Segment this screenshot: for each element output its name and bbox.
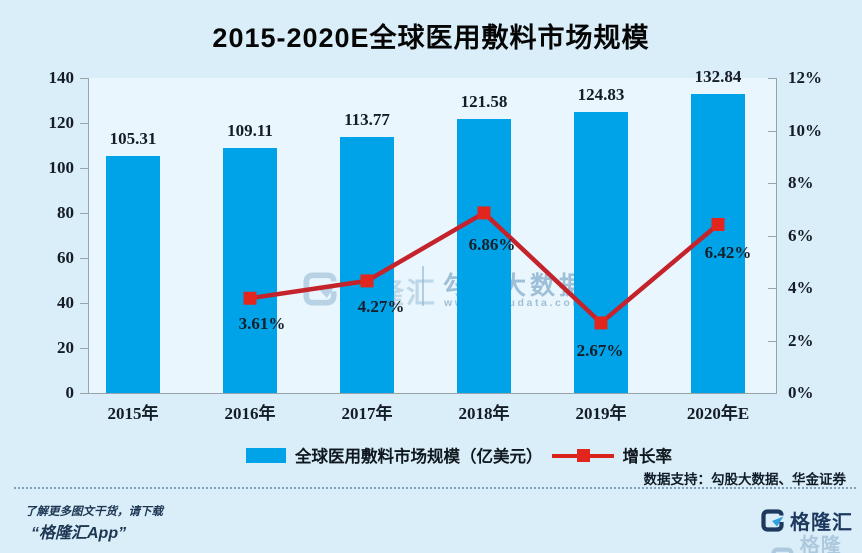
- y-axis-left-tick: [80, 123, 88, 124]
- bar-2015年: [106, 156, 160, 393]
- growth-rate-line: [243, 206, 725, 330]
- growth-marker: [711, 217, 725, 231]
- y-axis-right-label: 6%: [788, 225, 814, 245]
- y-axis-right-label: 8%: [788, 173, 814, 192]
- x-axis-label-2015年: 2015年: [107, 404, 159, 423]
- data-source-note: 数据支持：勾股大数据、华金证券: [643, 472, 847, 487]
- y-axis-left-tick: [80, 258, 88, 259]
- legend-square-marker-icon: [576, 448, 590, 462]
- y-axis-right-label: 0%: [788, 383, 814, 402]
- y-axis-right: [776, 78, 777, 393]
- growth-value-label: 4.27%: [357, 296, 405, 316]
- bar-value-label: 109.11: [227, 120, 273, 140]
- growth-marker: [594, 316, 608, 330]
- y-axis-left-tick: [80, 303, 88, 304]
- growth-marker: [243, 291, 257, 305]
- y-axis-left-label: 40: [57, 293, 74, 312]
- legend-line-label: 增长率: [622, 448, 673, 466]
- y-axis-right-tick: [768, 340, 776, 342]
- y-axis-left: [88, 78, 89, 393]
- y-axis-right-tick: [768, 130, 776, 132]
- legend-bar-label: 全球医用敷料市场规模（亿美元）: [295, 448, 543, 466]
- y-axis-right-tick: [768, 288, 776, 289]
- y-axis-left-label: 140: [48, 68, 75, 87]
- legend-bar-swatch: [246, 447, 286, 463]
- legend-line-marker: [551, 448, 614, 463]
- growth-value-label: 6.86%: [468, 234, 516, 254]
- y-axis-left-label: 80: [57, 203, 74, 222]
- y-axis-left-label: 0: [65, 383, 75, 402]
- bar-value-label: 105.31: [109, 129, 157, 149]
- bar-value-label: 113.77: [344, 110, 390, 130]
- y-axis-right-tick: [768, 393, 776, 394]
- growth-value-label: 2.67%: [576, 340, 624, 360]
- y-axis-left-label: 120: [48, 113, 75, 132]
- chart-legend: 全球医用敷料市场规模（亿美元） 增长率: [0, 443, 862, 467]
- y-axis-right-label: 12%: [788, 68, 822, 87]
- bar-value-label: 124.83: [577, 85, 625, 105]
- plot-area: [88, 78, 776, 393]
- y-axis-left-tick: [80, 393, 88, 394]
- bar-2019年: [574, 112, 628, 393]
- growth-line-path: [249, 210, 720, 326]
- growth-value-label: 3.61%: [238, 314, 286, 334]
- y-axis-left-label: 20: [57, 338, 74, 357]
- gelonghui-logo-text: 格隆汇: [790, 512, 853, 534]
- bar-2016年: [223, 147, 277, 393]
- x-axis-label-2017年: 2017年: [341, 404, 393, 423]
- x-axis-baseline: [88, 393, 777, 394]
- bar-value-label: 132.84: [694, 67, 742, 87]
- y-axis-right-tick: [768, 183, 776, 184]
- footer-separator: [14, 487, 856, 489]
- growth-marker: [477, 206, 491, 220]
- y-axis-left-tick: [80, 168, 88, 169]
- y-axis-right-label: 4%: [788, 278, 814, 297]
- y-axis-left-tick: [80, 348, 88, 349]
- y-axis-right-tick: [768, 78, 776, 79]
- y-axis-right-tick: [768, 235, 776, 237]
- y-axis-left-tick: [80, 213, 88, 214]
- x-axis-label-2018年: 2018年: [458, 404, 510, 423]
- bar-2020年E: [691, 94, 745, 393]
- gelonghui-logo-reflection: 格隆汇: [770, 529, 862, 553]
- footer-app-name: “格隆汇App”: [31, 525, 127, 542]
- gelonghui-g-icon: [761, 509, 784, 532]
- watermark-divider: [422, 266, 424, 306]
- y-axis-left-label: 100: [48, 158, 75, 177]
- gelonghui-g-reflection-icon: [771, 547, 794, 553]
- y-axis-left-tick: [80, 78, 88, 79]
- chart-title: 2015-2020E全球医用敷料市场规模: [212, 23, 650, 53]
- growth-marker: [360, 274, 374, 288]
- bar-2017年: [340, 137, 394, 393]
- gelonghui-logo: 格隆汇: [760, 506, 853, 535]
- x-axis-label-2019年: 2019年: [575, 404, 627, 423]
- growth-value-label: 6.42%: [704, 243, 752, 263]
- gelonghui-logo-reflection-text: 格隆汇: [799, 535, 842, 553]
- bar-2018年: [457, 119, 511, 393]
- y-axis-right-label: 10%: [788, 120, 822, 140]
- y-axis-left-label: 60: [57, 248, 74, 267]
- bar-value-label: 121.58: [460, 92, 508, 112]
- footer-promo-text: 了解更多图文干货，请下载: [25, 506, 163, 518]
- x-axis-label-2020年E: 2020年E: [686, 404, 750, 423]
- x-axis-label-2016年: 2016年: [224, 404, 276, 423]
- y-axis-right-label: 2%: [788, 330, 814, 350]
